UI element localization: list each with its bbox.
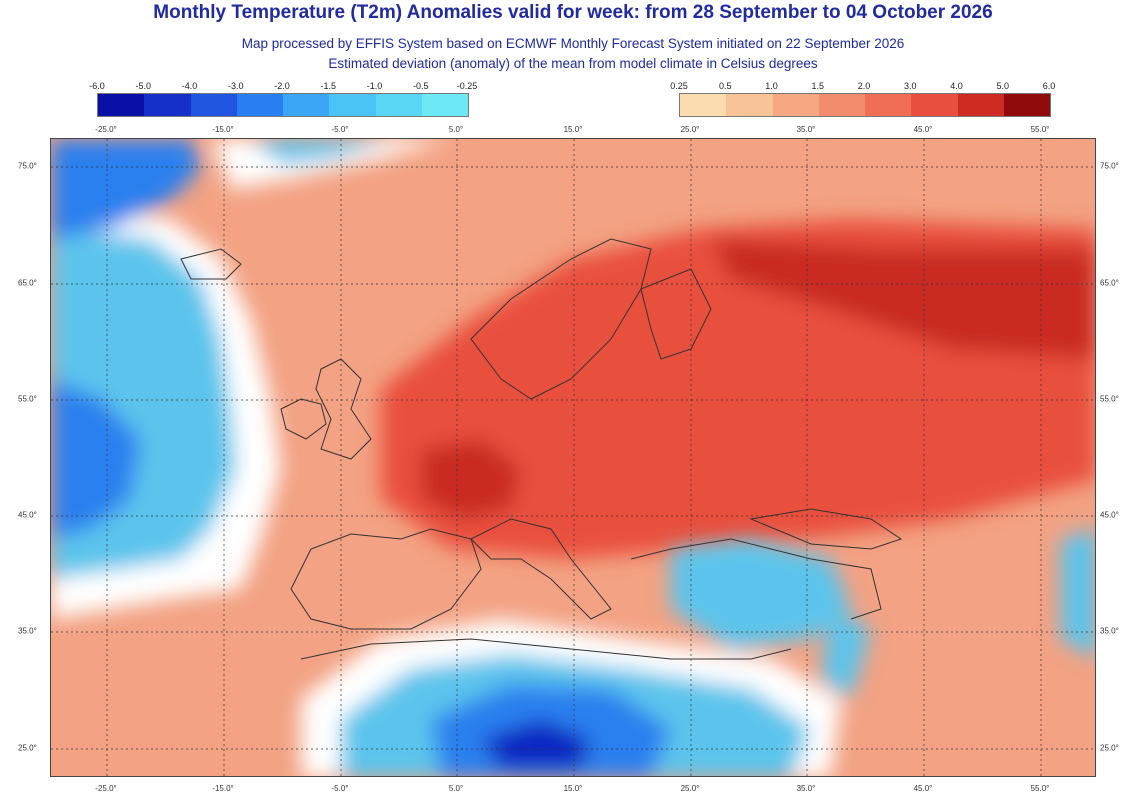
colorbar-swatch [957, 94, 1004, 116]
axis-tick-label: 55.0° [1030, 784, 1050, 793]
colorbar-swatch [818, 94, 865, 116]
axis-tick-label: -5.0° [331, 784, 349, 793]
colorbar-swatch [865, 94, 912, 116]
colorbar-tick-label: 4.0 [950, 81, 963, 91]
balkans-coast [630, 538, 812, 560]
colorbar-swatch [98, 94, 145, 116]
sahara-core-cold [481, 719, 591, 769]
coastlines [180, 238, 903, 660]
colorbar-tick-label: -1.0 [366, 81, 383, 91]
iceland-outline [180, 248, 242, 280]
graticule [51, 139, 1095, 776]
black-sea-outline [749, 508, 903, 550]
axis-tick-label: -25.0° [95, 784, 117, 793]
latitude-tick-label: 75.0° [1100, 161, 1119, 171]
colorbar-tick-label: 1.5 [811, 81, 825, 91]
russia-hot-core [711, 239, 1095, 359]
axis-tick-label: 45.0° [913, 784, 933, 793]
latitude-tick-label: 65.0° [18, 278, 37, 288]
atlantic-deeper-cold [51, 379, 141, 539]
north-africa-coast [300, 638, 792, 660]
colorbar-tick-label: 0.25 [670, 81, 688, 91]
axis-tick-label: 35.0° [796, 125, 816, 134]
caspian-cold [1061, 529, 1095, 658]
colorbar-swatch [375, 94, 422, 116]
colorbar-tick-label: -4.0 [181, 81, 198, 91]
iberia-outline [290, 528, 482, 630]
colorbar-tick-label: 5.0 [996, 81, 1010, 91]
colorbar-tick-label: 6.0 [1042, 81, 1056, 91]
finland-outline [640, 268, 712, 360]
axis-tick-label: 15.0° [563, 784, 583, 793]
map-subtitle-processing: Map processed by EFFIS System based on E… [241, 36, 905, 51]
latitude-tick-label: 45.0° [18, 510, 37, 520]
latitude-tick-label: 25.0° [18, 743, 37, 753]
colorbar-tick-label: -0.25 [456, 81, 478, 91]
axis-tick-label: 5.0° [448, 125, 464, 134]
colorbar-swatch [283, 94, 330, 116]
anatolia-coast [810, 558, 882, 620]
arctic-cold [251, 139, 391, 164]
colorbar-tick-label: -2.0 [274, 81, 290, 91]
colorbar-swatch [421, 94, 468, 116]
latitude-tick-label: 65.0° [1100, 278, 1119, 288]
axis-tick-label: -15.0° [212, 125, 234, 134]
colorbar-tick-label: -3.0 [227, 81, 244, 91]
colorbar-positive [679, 93, 1051, 117]
map-subtitle-units: Estimated deviation (anomaly) of the mea… [328, 56, 818, 71]
colorbar-swatch [911, 94, 958, 116]
colorbar-swatch [190, 94, 237, 116]
colorbar-swatch [726, 94, 773, 116]
latitude-tick-label: 55.0° [18, 394, 37, 404]
map-title: Monthly Temperature (T2m) Anomalies vali… [153, 2, 993, 23]
axis-tick-label: 15.0° [563, 125, 583, 134]
greenland-cold [51, 139, 201, 239]
axis-tick-label: -25.0° [95, 125, 117, 134]
latitude-tick-label: 55.0° [1100, 394, 1119, 404]
east-med-cold [821, 609, 871, 699]
latitude-tick-label: 35.0° [1100, 626, 1119, 636]
colorbar-swatch [144, 94, 191, 116]
axis-tick-label: -5.0° [331, 125, 349, 134]
axis-tick-label: 45.0° [913, 125, 933, 134]
axis-tick-label: -15.0° [212, 784, 234, 793]
colorbar-tick-label: -6.0 [89, 81, 105, 91]
latitude-tick-label: 35.0° [18, 626, 37, 636]
colorbar-tick-label: 1.0 [765, 81, 778, 91]
axis-tick-label: 5.0° [448, 784, 464, 793]
colorbar-tick-label: -5.0 [135, 81, 152, 91]
colorbar-tick-label: 0.5 [718, 81, 732, 91]
central-europe-hot-core [421, 439, 521, 519]
colorbar-tick-label: -1.5 [320, 81, 337, 91]
latitude-tick-label: 45.0° [1100, 510, 1119, 520]
axis-tick-label: 55.0° [1030, 125, 1050, 134]
aegean-cold [671, 539, 851, 649]
anomaly-map-svg [51, 139, 1095, 776]
axis-tick-label: 25.0° [680, 125, 700, 134]
colorbar-swatch [236, 94, 283, 116]
colorbar-tick-label: 3.0 [903, 81, 917, 91]
latitude-tick-label: 75.0° [18, 161, 37, 171]
anomaly-map [50, 138, 1096, 777]
colorbar-swatch [772, 94, 819, 116]
ireland-outline [280, 398, 327, 440]
britain-outline [315, 358, 372, 460]
axis-tick-label: 35.0° [796, 784, 816, 793]
colorbar-swatch [1003, 94, 1050, 116]
latitude-tick-label: 25.0° [1100, 743, 1119, 753]
colorbar-negative [97, 93, 469, 117]
colorbar-tick-label: 2.0 [857, 81, 871, 91]
colorbar-swatch [329, 94, 376, 116]
axis-tick-label: 25.0° [680, 784, 700, 793]
italy-outline [470, 518, 612, 620]
colorbar-tick-label: -0.5 [412, 81, 429, 91]
colorbar-swatch [680, 94, 727, 116]
